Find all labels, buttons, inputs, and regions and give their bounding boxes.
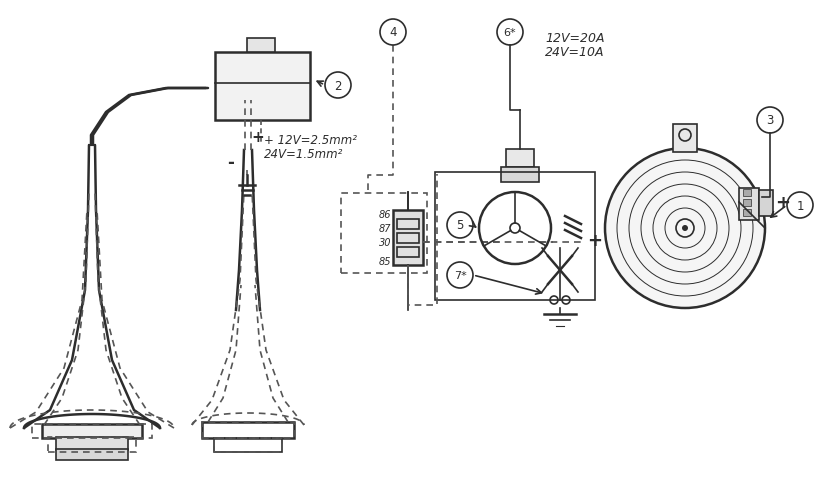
Text: 85: 85: [378, 256, 391, 266]
Bar: [435, 173, 595, 300]
Bar: [743, 200, 751, 206]
Text: 6*: 6*: [504, 28, 517, 38]
Circle shape: [682, 226, 688, 231]
Bar: [48, 437, 136, 452]
Bar: [215, 53, 310, 121]
Text: 24V=1.5mm²: 24V=1.5mm²: [264, 148, 343, 161]
Text: 24V=10A: 24V=10A: [545, 47, 605, 60]
Bar: [759, 191, 773, 216]
Bar: [743, 190, 751, 197]
Bar: [673, 125, 697, 153]
Text: + 12V=2.5mm²: + 12V=2.5mm²: [264, 134, 357, 147]
Text: 87: 87: [378, 224, 391, 233]
Text: 3: 3: [766, 114, 773, 127]
Bar: [32, 424, 152, 438]
Text: 12V=20A: 12V=20A: [545, 31, 605, 45]
Text: 4: 4: [390, 26, 397, 39]
Bar: [393, 211, 423, 265]
Bar: [42, 424, 142, 438]
Bar: [397, 248, 419, 257]
Bar: [214, 438, 282, 452]
Text: 7*: 7*: [454, 270, 466, 280]
Circle shape: [605, 149, 765, 308]
Bar: [247, 39, 275, 53]
Text: 1: 1: [796, 199, 804, 212]
Bar: [506, 150, 534, 168]
Text: 30: 30: [378, 238, 391, 248]
Bar: [501, 168, 539, 182]
Text: 86: 86: [378, 210, 391, 219]
Text: +: +: [588, 231, 602, 250]
Bar: [56, 449, 128, 460]
Text: -: -: [227, 154, 235, 172]
Bar: [743, 210, 751, 216]
Text: +: +: [776, 193, 791, 212]
Bar: [397, 219, 419, 229]
Text: 5: 5: [456, 219, 464, 232]
Bar: [341, 193, 427, 274]
Bar: [202, 422, 294, 438]
Bar: [739, 189, 759, 220]
Bar: [397, 233, 419, 243]
Text: 2: 2: [334, 79, 341, 92]
Text: +: +: [252, 129, 264, 144]
Bar: [202, 422, 294, 438]
Bar: [214, 438, 282, 452]
Bar: [56, 437, 128, 450]
